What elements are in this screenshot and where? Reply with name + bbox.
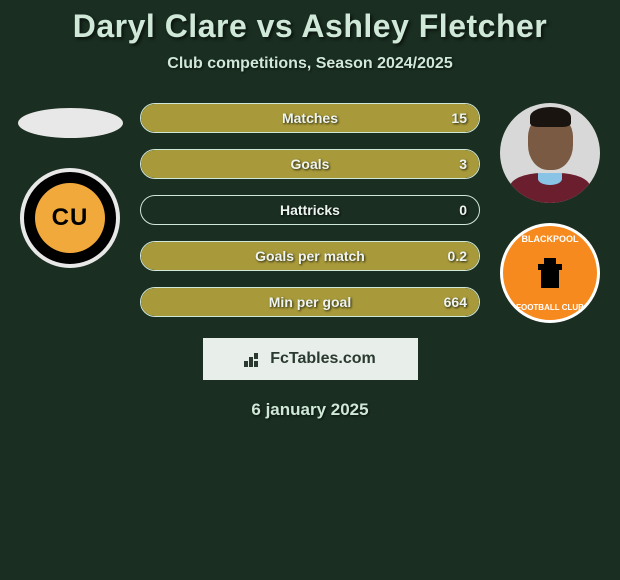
stat-bar-goals: Goals 3 [140, 149, 480, 179]
stat-label: Matches [282, 110, 338, 126]
watermark-text: FcTables.com [270, 350, 376, 368]
stat-bar-hattricks: Hattricks 0 [140, 195, 480, 225]
badge-bp-top-text: BLACKPOOL [522, 234, 579, 244]
left-player-column: CU [10, 103, 130, 323]
player-left-club-badge: CU [20, 168, 120, 268]
comparison-card: Daryl Clare vs Ashley Fletcher Club comp… [0, 0, 620, 420]
stat-value-right: 15 [451, 110, 467, 126]
content-row: CU Matches 15 Goals 3 Hattricks 0 Goals … [0, 103, 620, 323]
stat-value-right: 0 [459, 202, 467, 218]
date-text: 6 january 2025 [0, 400, 620, 420]
subtitle: Club competitions, Season 2024/2025 [0, 55, 620, 73]
bar-chart-icon [244, 351, 264, 367]
stat-bar-min-per-goal: Min per goal 664 [140, 287, 480, 317]
badge-cu-text: CU [35, 183, 105, 253]
right-player-column: BLACKPOOL FOOTBALL CLUB [490, 103, 610, 323]
stat-bar-goals-per-match: Goals per match 0.2 [140, 241, 480, 271]
stat-label: Min per goal [269, 294, 351, 310]
stats-column: Matches 15 Goals 3 Hattricks 0 Goals per… [130, 103, 490, 323]
face-shape [528, 115, 573, 170]
stat-bar-matches: Matches 15 [140, 103, 480, 133]
stat-label: Hattricks [280, 202, 340, 218]
watermark-badge: FcTables.com [203, 338, 418, 380]
stat-label: Goals per match [255, 248, 365, 264]
badge-bp-tower-icon [535, 258, 565, 288]
jersey-shape [510, 173, 590, 203]
stat-value-right: 0.2 [448, 248, 467, 264]
player-right-club-badge: BLACKPOOL FOOTBALL CLUB [500, 223, 600, 323]
badge-bp-bottom-text: FOOTBALL CLUB [516, 303, 584, 312]
page-title: Daryl Clare vs Ashley Fletcher [0, 8, 620, 45]
stat-label: Goals [291, 156, 330, 172]
stat-value-right: 664 [444, 294, 467, 310]
player-right-photo [500, 103, 600, 203]
stat-value-right: 3 [459, 156, 467, 172]
player-left-photo-placeholder [18, 108, 123, 138]
